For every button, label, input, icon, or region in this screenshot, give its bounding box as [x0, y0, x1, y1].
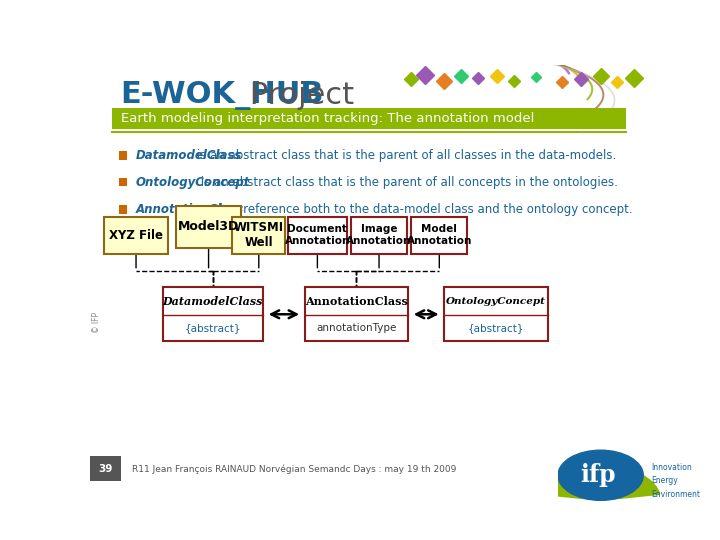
Text: AnnotationClass: AnnotationClass — [136, 203, 244, 216]
Text: R11 Jean François RAINAUD Norvégian Semandc Days : may 19 th 2009: R11 Jean François RAINAUD Norvégian Sema… — [132, 464, 456, 474]
Text: OntologyConcept: OntologyConcept — [136, 176, 250, 188]
Bar — [288, 217, 347, 254]
Bar — [112, 107, 626, 129]
Bar — [233, 217, 285, 254]
Text: DatamodelClass: DatamodelClass — [163, 296, 263, 307]
Bar — [119, 205, 127, 214]
Text: ifp: ifp — [580, 463, 616, 487]
Text: Model3D: Model3D — [178, 220, 239, 233]
Bar — [351, 217, 407, 254]
Text: 39: 39 — [98, 463, 112, 474]
Text: Innovation: Innovation — [652, 463, 692, 472]
Text: Environment: Environment — [652, 490, 701, 498]
Text: WITSMI
Well: WITSMI Well — [234, 221, 284, 249]
Text: Document
Annotation: Document Annotation — [284, 225, 350, 246]
Circle shape — [558, 450, 643, 500]
Text: {abstract}: {abstract} — [468, 323, 524, 333]
Text: © IFP: © IFP — [92, 312, 102, 333]
Text: Model
Annotation: Model Annotation — [407, 225, 472, 246]
Bar — [444, 287, 548, 341]
Bar — [90, 456, 121, 481]
Bar — [119, 178, 127, 186]
Text: is an abstract class that is the parent of all concepts in the ontologies.: is an abstract class that is the parent … — [197, 176, 618, 188]
Text: DatamodelClass: DatamodelClass — [136, 149, 242, 162]
Bar — [119, 151, 127, 160]
Text: is an abstract class that is the parent of all classes in the data-models.: is an abstract class that is the parent … — [193, 149, 616, 162]
Text: E-WOK_HUB: E-WOK_HUB — [121, 82, 324, 111]
Text: Image
Annotation: Image Annotation — [346, 225, 412, 246]
Text: XYZ File: XYZ File — [109, 229, 163, 242]
Text: {abstract}: {abstract} — [184, 323, 241, 333]
Text: OntologyConcept: OntologyConcept — [446, 298, 546, 306]
Text: makes reference both to the data-model class and the ontology concept.: makes reference both to the data-model c… — [197, 203, 632, 216]
Text: annotationType: annotationType — [316, 323, 397, 333]
Bar — [176, 206, 240, 248]
Text: Earth modeling interpretation tracking: The annotation model: Earth modeling interpretation tracking: … — [121, 112, 534, 125]
Text: Energy: Energy — [652, 476, 678, 485]
Bar — [305, 287, 408, 341]
Text: Project: Project — [240, 82, 354, 111]
Text: AnnotationClass: AnnotationClass — [305, 296, 408, 307]
Bar — [104, 217, 168, 254]
Bar — [411, 217, 467, 254]
Wedge shape — [541, 465, 660, 500]
Bar — [163, 287, 263, 341]
